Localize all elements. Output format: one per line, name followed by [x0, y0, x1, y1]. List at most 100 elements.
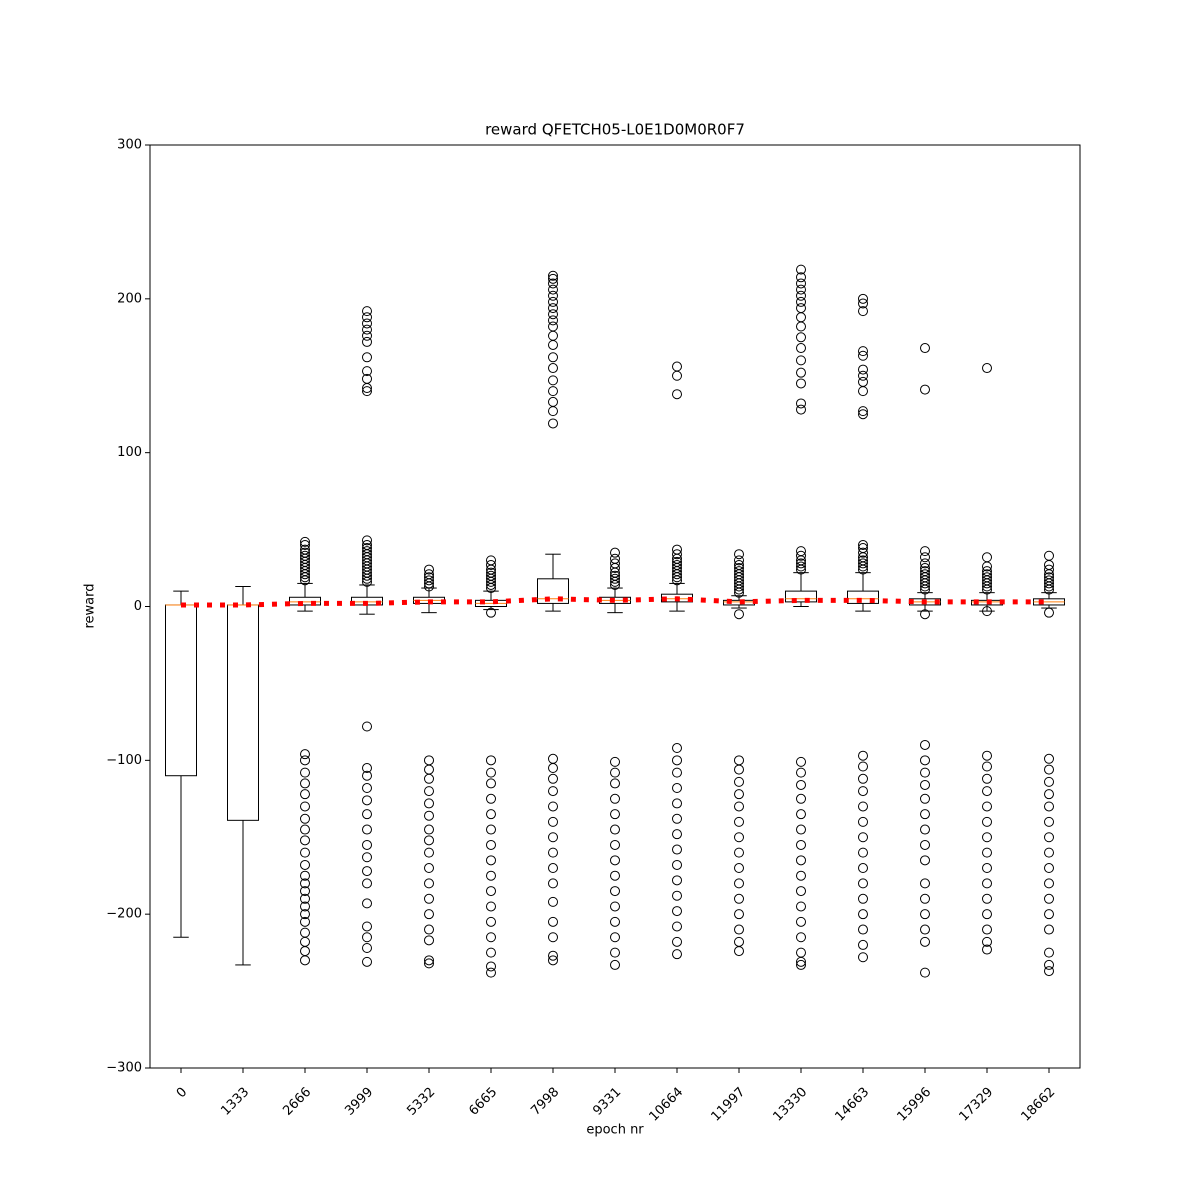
outlier: [796, 398, 806, 409]
outlier: [548, 932, 558, 943]
outlier: [300, 901, 310, 912]
y-axis-label: reward: [83, 583, 98, 628]
outlier: [548, 773, 558, 784]
outlier: [920, 924, 930, 935]
outlier: [424, 798, 434, 809]
outlier: [734, 909, 744, 920]
outlier: [548, 847, 558, 858]
outlier: [796, 956, 806, 967]
outlier: [796, 756, 806, 767]
outlier: [982, 924, 992, 935]
outlier: [362, 336, 372, 347]
outlier: [920, 546, 930, 557]
outlier: [796, 550, 806, 561]
outlier: [796, 404, 806, 415]
outlier: [300, 886, 310, 897]
outlier: [424, 958, 434, 969]
outlier: [486, 839, 496, 850]
outlier: [424, 564, 434, 575]
outlier: [548, 352, 558, 363]
y-tick-label: 200: [117, 291, 142, 306]
outlier: [858, 547, 868, 558]
outlier: [672, 859, 682, 870]
outlier: [486, 961, 496, 972]
outlier: [734, 559, 744, 570]
outlier: [982, 363, 992, 374]
outlier: [920, 839, 930, 850]
outlier: [734, 609, 744, 620]
outlier: [424, 909, 434, 920]
outlier: [610, 886, 620, 897]
outlier: [362, 866, 372, 877]
outlier: [548, 284, 558, 295]
outlier: [300, 801, 310, 812]
outlier: [796, 272, 806, 283]
outlier: [300, 847, 310, 858]
outlier: [548, 303, 558, 314]
outlier: [982, 847, 992, 858]
y-tick-label: −200: [106, 907, 142, 922]
outlier: [1044, 572, 1054, 583]
outlier: [672, 389, 682, 400]
outlier: [610, 932, 620, 943]
outlier: [548, 896, 558, 907]
outlier: [858, 786, 868, 797]
outlier: [796, 296, 806, 307]
outlier: [486, 559, 496, 570]
outlier: [858, 893, 868, 904]
outlier: [982, 773, 992, 784]
outlier: [300, 955, 310, 966]
outlier: [424, 575, 434, 586]
outlier: [300, 778, 310, 789]
mean-line: [181, 596, 1049, 608]
outlier: [300, 539, 310, 550]
outlier: [548, 816, 558, 827]
outlier: [796, 901, 806, 912]
outlier: [1044, 801, 1054, 812]
outlier: [486, 870, 496, 881]
box: [785, 590, 817, 603]
outlier: [300, 547, 310, 558]
outlier: [548, 290, 558, 301]
y-tick-label: 100: [117, 445, 142, 460]
outlier: [300, 859, 310, 870]
outlier: [300, 755, 310, 766]
outlier: [796, 290, 806, 301]
outlier: [362, 878, 372, 889]
outlier: [920, 878, 930, 889]
outlier: [920, 824, 930, 835]
outlier: [858, 306, 868, 317]
outlier: [362, 373, 372, 384]
outlier: [486, 855, 496, 866]
outlier: [1044, 959, 1054, 970]
outlier: [1044, 550, 1054, 561]
outlier: [610, 756, 620, 767]
outlier: [982, 572, 992, 583]
outlier: [1044, 789, 1054, 800]
outlier: [982, 566, 992, 577]
outlier: [796, 558, 806, 569]
outlier: [548, 396, 558, 407]
outlier: [548, 878, 558, 889]
outlier: [858, 370, 868, 381]
outlier: [362, 824, 372, 835]
outlier: [424, 786, 434, 797]
outlier: [796, 886, 806, 897]
outlier: [610, 809, 620, 820]
outlier: [858, 863, 868, 874]
box: [847, 590, 879, 604]
outlier: [796, 959, 806, 970]
outlier: [1044, 878, 1054, 889]
outlier: [858, 539, 868, 550]
outlier: [362, 921, 372, 932]
outlier: [796, 870, 806, 881]
outlier: [672, 829, 682, 840]
outlier: [610, 570, 620, 581]
outlier: [796, 793, 806, 804]
outlier: [920, 384, 930, 395]
outlier: [486, 793, 496, 804]
outlier: [362, 932, 372, 943]
outlier: [672, 783, 682, 794]
outlier: [796, 855, 806, 866]
outlier: [796, 779, 806, 790]
